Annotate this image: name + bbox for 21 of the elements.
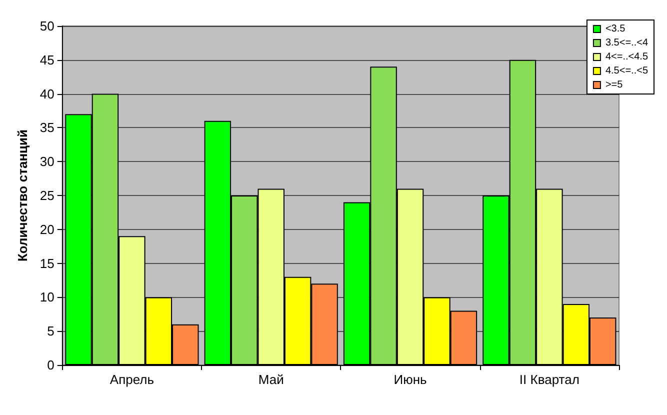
y-tick-label: 15: [40, 256, 54, 271]
legend-label: <3.5: [605, 24, 626, 34]
y-tick-label: 5: [47, 324, 54, 339]
y-tick-label: 50: [40, 18, 54, 34]
x-tick-label: II Квартал: [519, 372, 580, 387]
legend-label: 4<=..<4.5: [605, 52, 648, 62]
x-tick-label: Июнь: [394, 372, 428, 387]
y-tick-label: 30: [40, 154, 54, 170]
y-tick-label: 35: [40, 120, 54, 136]
y-tick-label: 25: [40, 188, 54, 203]
y-tick-label: 0: [47, 358, 54, 372]
legend-label: 3.5<=..<4: [605, 38, 648, 48]
y-tick-label: 20: [40, 222, 54, 237]
y-tick-label: 40: [40, 86, 54, 102]
y-axis-title: Количество станций: [15, 129, 30, 262]
y-tick-label: 10: [40, 290, 54, 305]
x-tick-label: Апрель: [110, 372, 154, 387]
x-tick-label: Май: [258, 372, 284, 387]
y-tick-label: 45: [40, 52, 54, 68]
legend-label: >=5: [605, 80, 624, 90]
legend-label: 4.5<=..<5: [605, 66, 648, 76]
